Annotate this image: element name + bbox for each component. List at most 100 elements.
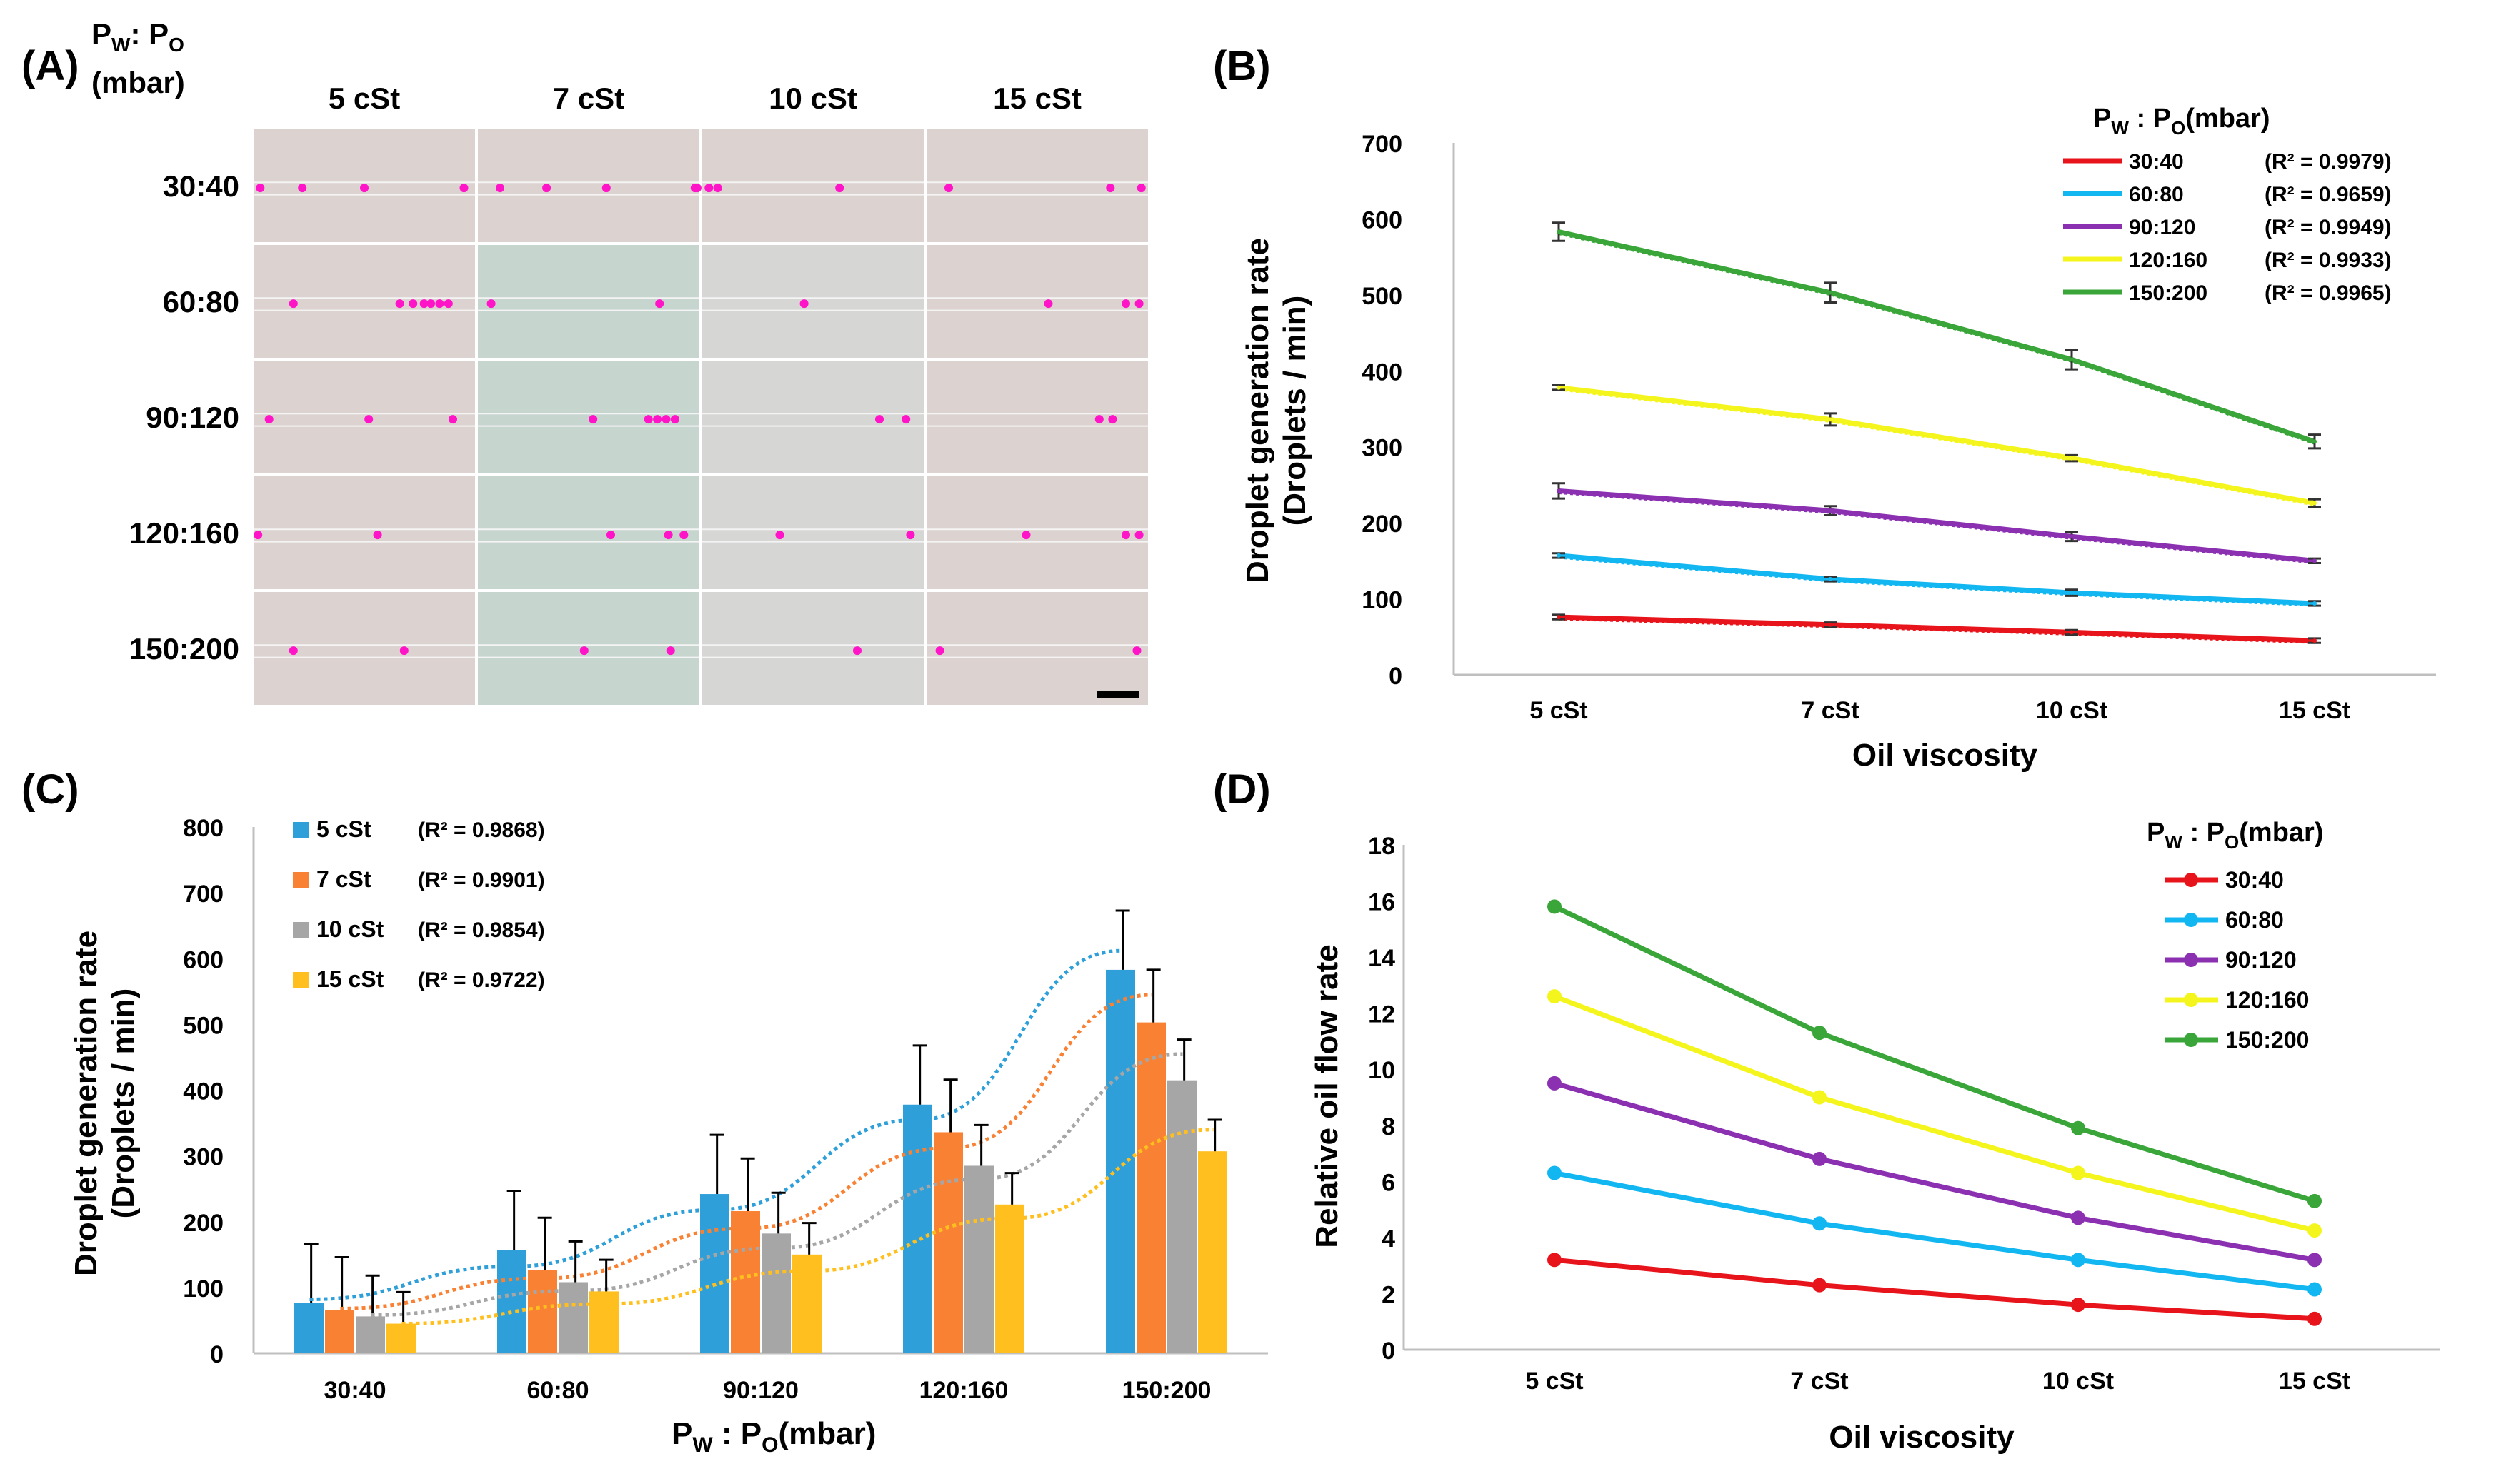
bar-5-cst-150-200 [1106, 969, 1135, 1353]
data-point-60-80 [1828, 576, 1832, 581]
series-line-150-200 [1553, 904, 2316, 1204]
panel-b-axes: 0 100 200 300 400 500 600 700 5 cSt 7 cSt 10 cSt 15… [1240, 131, 2436, 773]
series-line-150-200 [1558, 229, 2316, 444]
trendline-60-80 [1558, 556, 2315, 607]
droplet [906, 531, 915, 540]
panel-d-plot [1547, 899, 2322, 1326]
panel-c-xlabel: PW : PO(mbar) [672, 1416, 876, 1457]
column-header-15-cst: 15 cSt [993, 81, 1082, 115]
droplet [1132, 646, 1142, 656]
legend-label-90-120: 90:120 [2129, 216, 2195, 239]
droplet [1122, 299, 1130, 309]
panel-a-header-line2: (mbar) [91, 66, 185, 99]
legend-r2-30-40: (R² = 0.9979) [2265, 150, 2392, 174]
bar-15-cst-150-200 [1198, 1151, 1227, 1353]
y-tick-label: 600 [183, 946, 224, 973]
trendline-10-cst [371, 1052, 1183, 1318]
data-point-90-120 [2070, 534, 2074, 539]
micrograph-120-160-7-cst [478, 476, 699, 589]
column-header-7-cst: 7 cSt [553, 81, 624, 115]
legend-label-90-120: 90:120 [2225, 947, 2297, 973]
panel-a-row-labels: 30:40 60:80 90:120 120:160 150:200 [129, 169, 239, 666]
legend-label-60-80: 60:80 [2225, 907, 2284, 933]
legend-marker-90-120 [2184, 953, 2198, 967]
droplet [1106, 184, 1115, 193]
x-tick-label-15-cst: 15 cSt [2279, 697, 2350, 724]
droplet [419, 299, 429, 309]
droplet [679, 531, 689, 540]
droplet [902, 415, 911, 424]
y-tick-label: 200 [183, 1210, 224, 1237]
series-line-120-160 [1558, 385, 2315, 506]
data-point-30-40 [2071, 1298, 2085, 1313]
column-header-10-cst: 10 cSt [769, 81, 857, 115]
legend-swatch-15-cst [293, 972, 309, 988]
data-point-60-80 [1547, 1165, 1562, 1180]
legend-swatch-5-cst [293, 822, 309, 838]
legend-label-120-160: 120:160 [2225, 987, 2309, 1013]
micrograph-60-80-7-cst [478, 245, 699, 358]
legend-r2-5-cst: (R² = 0.9868) [418, 818, 545, 842]
bar-10-cst-120-160 [964, 1165, 994, 1353]
y-tick-label: 100 [1362, 587, 1402, 614]
trendline-7-cst [340, 993, 1152, 1310]
x-tick-label-90-120: 90:120 [723, 1377, 799, 1404]
legend-label-7-cst: 7 cSt [316, 866, 371, 892]
droplet [589, 415, 598, 424]
micrograph-150-200-5-cst [254, 592, 475, 705]
droplet [289, 646, 298, 656]
droplet [256, 184, 265, 193]
droplet [542, 184, 551, 193]
y-tick-label: 400 [1362, 359, 1402, 386]
data-point-120-160 [2312, 501, 2317, 506]
bar-10-cst-90-120 [762, 1233, 791, 1353]
droplet [692, 184, 702, 193]
x-tick-label-10-cst: 10 cSt [2036, 697, 2107, 724]
droplet [655, 299, 664, 309]
legend-r2-120-160: (R² = 0.9933) [2265, 249, 2392, 272]
micrograph-30-40-10-cst [702, 129, 924, 242]
y-tick-label: 800 [183, 815, 224, 842]
droplet [662, 415, 671, 424]
droplet [486, 299, 496, 309]
micrograph-30-40-7-cst [478, 129, 699, 242]
droplet [799, 299, 809, 309]
y-tick-label: 100 [183, 1275, 224, 1303]
y-tick-label: 500 [183, 1012, 224, 1039]
y-axis-title: Droplet generation rate(Droplets / min) [1240, 238, 1312, 583]
droplet [664, 531, 673, 540]
data-point-30-40 [1828, 622, 1832, 627]
droplet [264, 415, 274, 424]
legend-r2-15-cst: (R² = 0.9722) [418, 968, 545, 992]
droplet [1044, 299, 1053, 309]
data-point-90-120 [2307, 1253, 2322, 1268]
legend-label-120-160: 120:160 [2129, 249, 2207, 272]
droplet [373, 531, 382, 540]
droplet [670, 415, 679, 424]
droplet [606, 531, 615, 540]
micrograph-60-80-10-cst [702, 245, 924, 358]
legend-swatch-7-cst [293, 872, 309, 888]
droplet [1022, 531, 1031, 540]
droplet [935, 646, 944, 656]
data-point-150-200 [1828, 290, 1832, 295]
micrograph-90-120-7-cst [478, 361, 699, 473]
y-tick-label: 4 [1382, 1225, 1395, 1253]
bar-7-cst-90-120 [731, 1211, 760, 1353]
data-point-120-160 [2307, 1223, 2322, 1238]
droplet [395, 299, 404, 309]
droplet [1134, 531, 1144, 540]
bar-5-cst-120-160 [903, 1104, 932, 1353]
panel-c-legend: 5 cSt (R² = 0.9868) 7 cSt (R² = 0.9901) 10 c… [293, 816, 545, 992]
y-axis-title: Droplet generation rate(Droplets / min) [69, 931, 141, 1276]
micrograph-120-160-10-cst [702, 476, 924, 589]
y-axis-title: Relative oil flow rate [1309, 944, 1344, 1248]
bar-10-cst-30-40 [356, 1316, 385, 1353]
micrograph-90-120-10-cst [702, 361, 924, 473]
droplet [298, 184, 307, 193]
data-point-60-80 [2307, 1282, 2322, 1297]
column-header-5-cst: 5 cSt [329, 81, 400, 115]
x-tick-label-60-80: 60:80 [527, 1377, 589, 1404]
micrograph-150-200-7-cst [478, 592, 699, 705]
